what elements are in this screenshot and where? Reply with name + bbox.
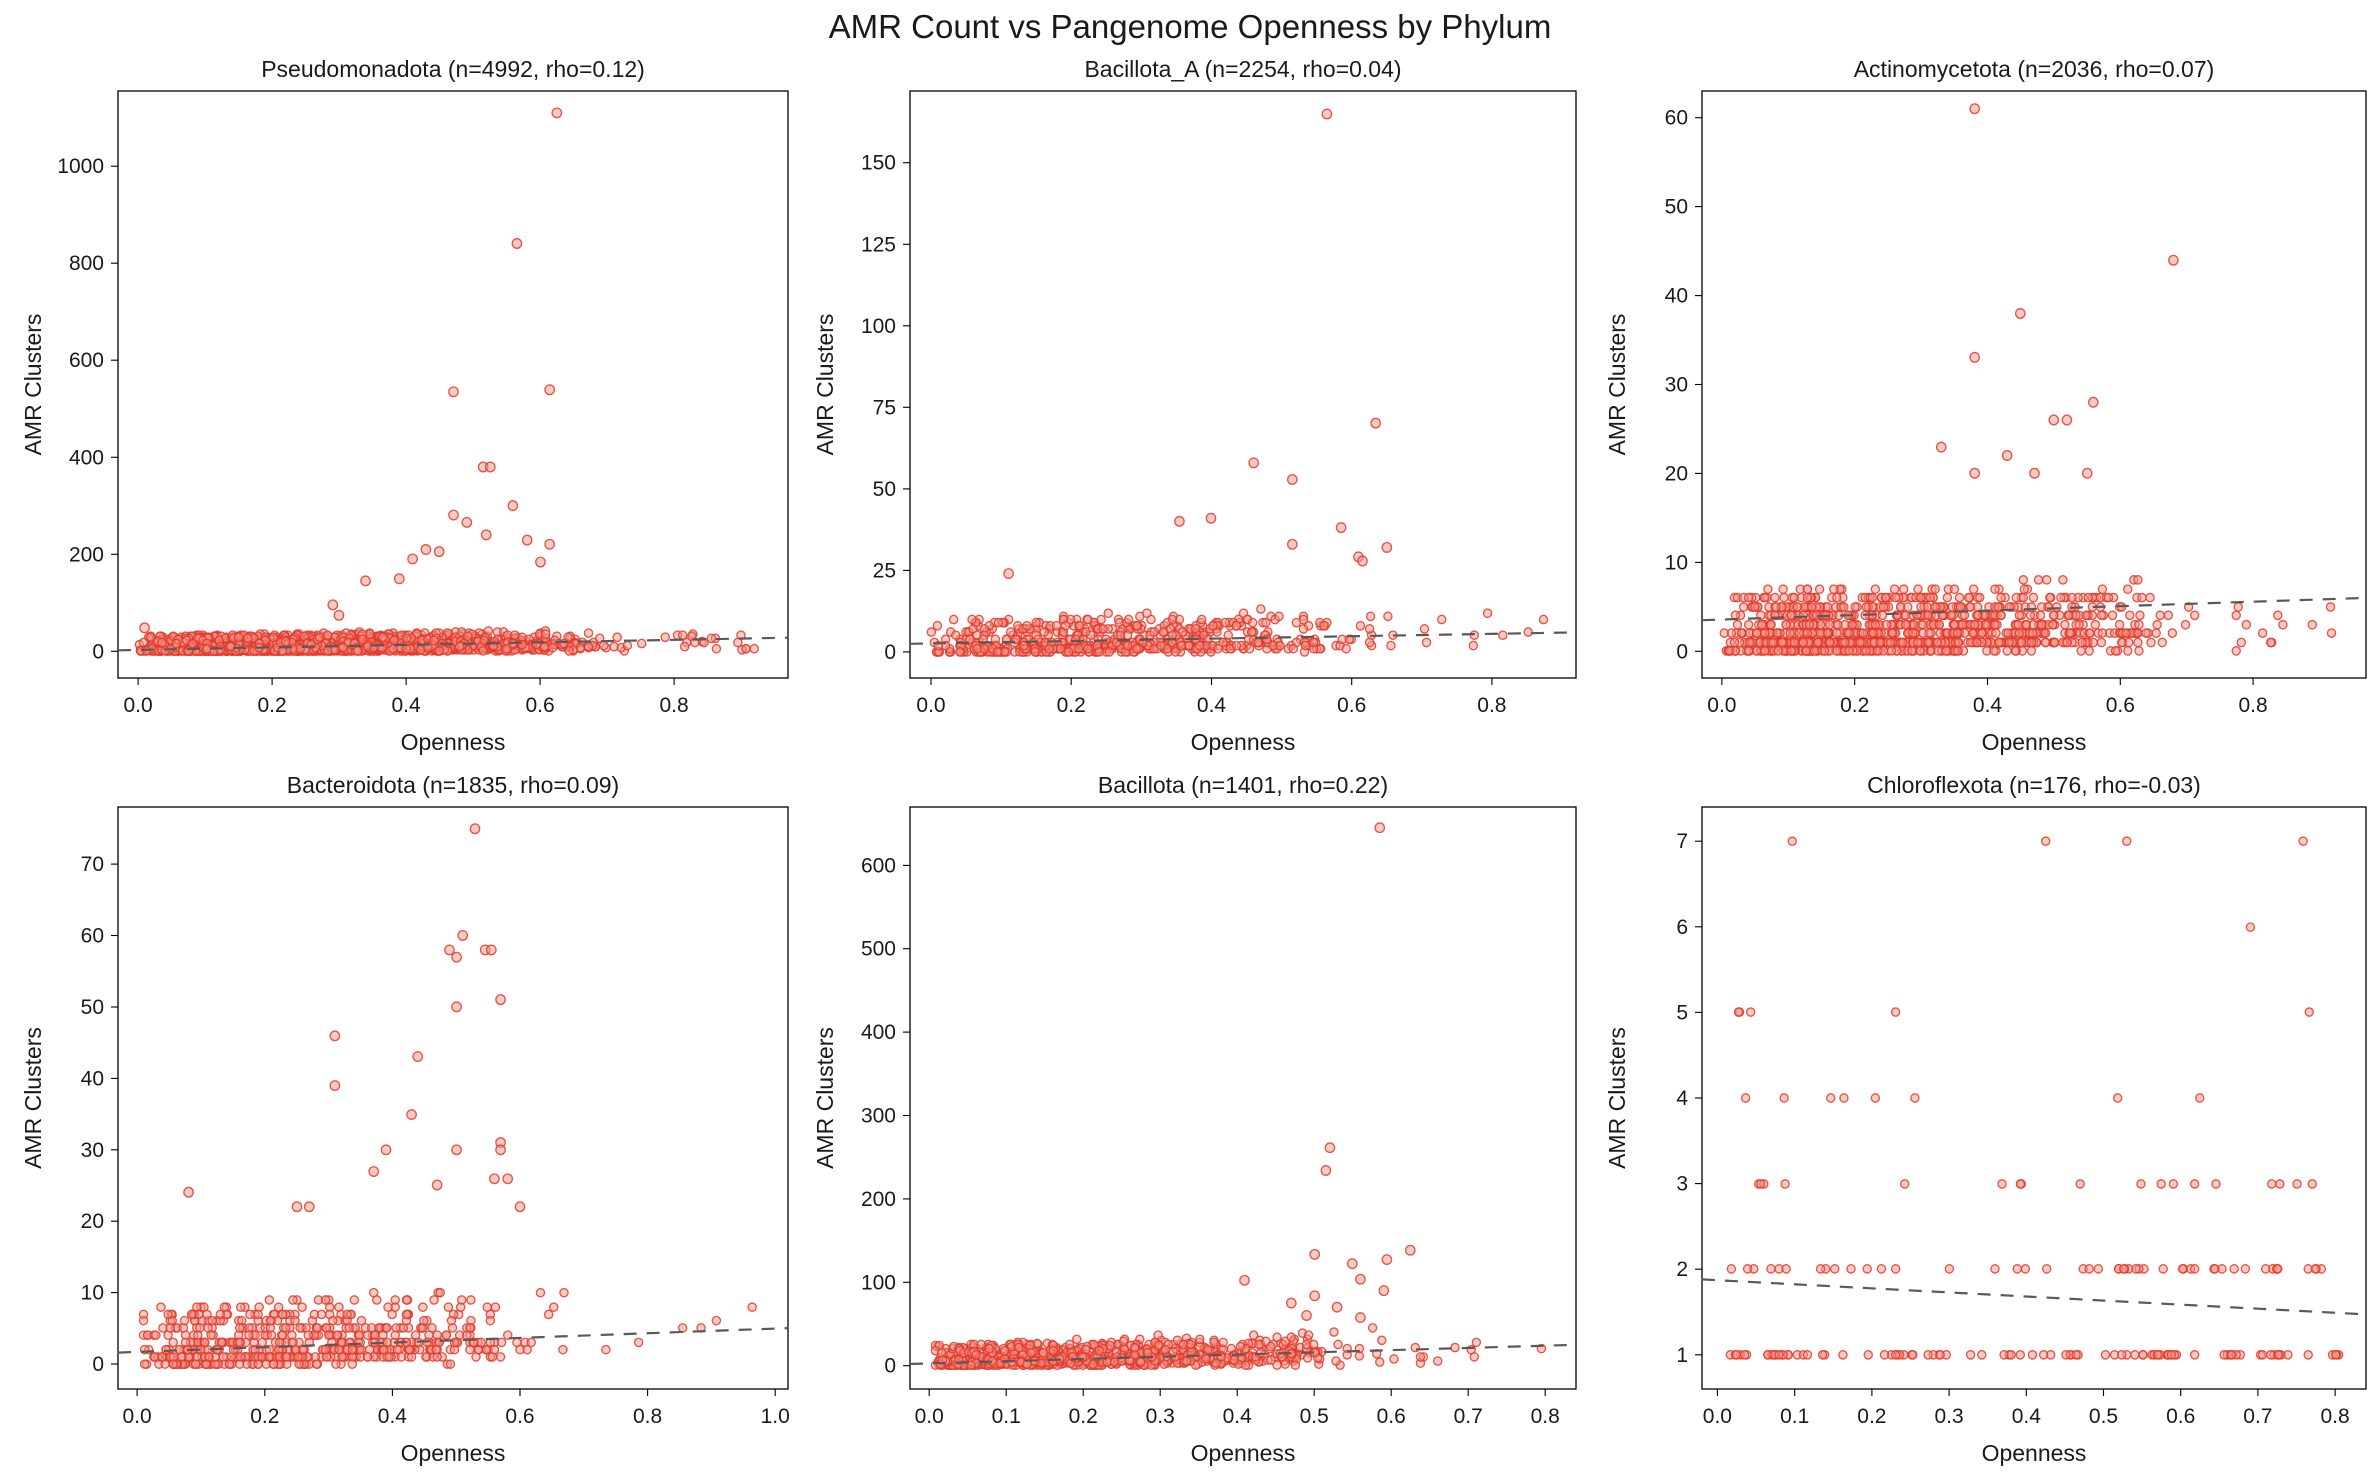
svg-text:1.0: 1.0 xyxy=(761,1405,790,1428)
svg-text:0.4: 0.4 xyxy=(1973,694,2003,717)
svg-text:AMR Clusters: AMR Clusters xyxy=(815,314,838,456)
svg-text:0.8: 0.8 xyxy=(2238,694,2267,717)
svg-text:400: 400 xyxy=(69,446,104,469)
svg-text:10: 10 xyxy=(1665,551,1688,574)
svg-text:0.6: 0.6 xyxy=(1337,694,1366,717)
svg-text:0.6: 0.6 xyxy=(525,694,554,717)
svg-text:0.6: 0.6 xyxy=(505,1405,534,1428)
svg-text:0.8: 0.8 xyxy=(633,1405,662,1428)
svg-text:40: 40 xyxy=(81,1067,104,1090)
svg-text:150: 150 xyxy=(861,152,896,175)
svg-text:100: 100 xyxy=(861,315,896,338)
svg-text:40: 40 xyxy=(1665,285,1688,308)
svg-text:0.0: 0.0 xyxy=(123,694,152,717)
svg-text:125: 125 xyxy=(861,233,896,256)
svg-text:Openness: Openness xyxy=(1191,729,1296,755)
svg-text:0: 0 xyxy=(92,640,104,663)
svg-text:0.0: 0.0 xyxy=(122,1405,151,1428)
svg-text:AMR Clusters: AMR Clusters xyxy=(23,314,46,456)
svg-text:0.8: 0.8 xyxy=(659,694,688,717)
svg-text:Bacteroidota (n=1835, rho=0.09: Bacteroidota (n=1835, rho=0.09) xyxy=(287,772,619,798)
svg-text:Openness: Openness xyxy=(401,729,506,755)
svg-text:10: 10 xyxy=(81,1282,104,1305)
svg-text:0.2: 0.2 xyxy=(250,1405,279,1428)
svg-text:75: 75 xyxy=(873,396,896,419)
svg-text:20: 20 xyxy=(1665,462,1688,485)
svg-text:0.4: 0.4 xyxy=(1197,694,1227,717)
svg-text:0.4: 0.4 xyxy=(391,694,421,717)
svg-text:Openness: Openness xyxy=(401,1440,506,1466)
svg-text:Bacillota_A (n=2254, rho=0.04): Bacillota_A (n=2254, rho=0.04) xyxy=(1084,56,1401,82)
svg-text:200: 200 xyxy=(69,543,104,566)
svg-text:30: 30 xyxy=(1665,374,1688,397)
svg-text:Openness: Openness xyxy=(1982,729,2087,755)
svg-text:0.2: 0.2 xyxy=(1057,694,1086,717)
svg-text:0: 0 xyxy=(1676,640,1688,663)
svg-text:0.0: 0.0 xyxy=(1707,694,1736,717)
svg-text:0.4: 0.4 xyxy=(378,1405,408,1428)
svg-text:20: 20 xyxy=(81,1210,104,1233)
svg-text:AMR Clusters: AMR Clusters xyxy=(1607,314,1630,456)
svg-text:60: 60 xyxy=(1665,107,1688,130)
svg-text:0.0: 0.0 xyxy=(916,694,945,717)
svg-text:1000: 1000 xyxy=(57,155,104,178)
svg-text:50: 50 xyxy=(81,996,104,1019)
svg-text:50: 50 xyxy=(1665,196,1688,219)
svg-text:60: 60 xyxy=(81,925,104,948)
svg-text:800: 800 xyxy=(69,252,104,275)
svg-text:25: 25 xyxy=(873,559,896,582)
svg-text:0.2: 0.2 xyxy=(1840,694,1869,717)
svg-text:AMR Clusters: AMR Clusters xyxy=(23,1027,46,1169)
svg-text:0.2: 0.2 xyxy=(257,694,286,717)
svg-text:50: 50 xyxy=(873,478,896,501)
svg-text:70: 70 xyxy=(81,853,104,876)
svg-text:0: 0 xyxy=(884,641,896,664)
svg-text:Actinomycetota (n=2036, rho=0.: Actinomycetota (n=2036, rho=0.07) xyxy=(1854,56,2215,82)
svg-text:0: 0 xyxy=(92,1353,104,1376)
svg-text:0.8: 0.8 xyxy=(1477,694,1506,717)
svg-text:30: 30 xyxy=(81,1139,104,1162)
svg-text:600: 600 xyxy=(69,349,104,372)
svg-text:0.6: 0.6 xyxy=(2106,694,2135,717)
svg-text:Pseudomonadota (n=4992, rho=0.: Pseudomonadota (n=4992, rho=0.12) xyxy=(261,56,645,82)
